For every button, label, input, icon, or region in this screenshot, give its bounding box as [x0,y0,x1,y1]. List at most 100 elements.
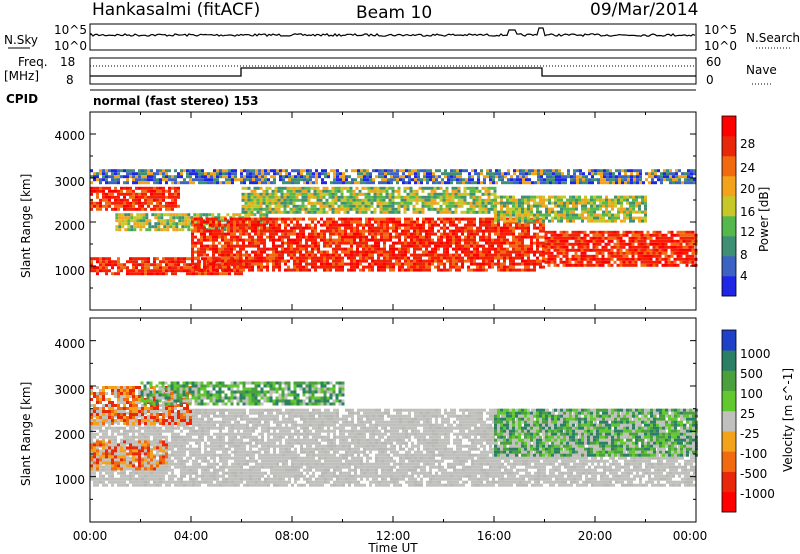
heatmap-cell [639,172,642,176]
heatmap-cell [530,250,533,254]
heatmap-cell [320,238,323,242]
heatmap-cell [501,181,504,185]
heatmap-cell [638,201,641,205]
heatmap-cell [616,263,620,267]
heatmap-cell [685,254,689,258]
heatmap-cell [138,204,141,208]
heatmap-cell [419,226,422,230]
heatmap-cell [260,238,263,242]
heatmap-cell [548,210,551,214]
heatmap-cell [239,217,242,221]
heatmap-cell [612,181,615,185]
heatmap-cell [247,192,251,196]
heatmap-cell [583,233,587,237]
heatmap-cell [145,213,149,217]
heatmap-cell [472,204,476,208]
heatmap-cell [422,241,425,245]
heatmap-cell [206,253,209,257]
heatmap-cell [376,186,380,190]
heatmap-cell [602,198,605,202]
heatmap-cell [589,236,593,240]
heatmap-cell [260,226,263,230]
heatmap-cell [99,169,102,173]
heatmap-cell [150,263,153,267]
heatmap-cell [497,201,500,205]
heatmap-cell [300,172,303,176]
heatmap-cell [455,241,458,245]
heatmap-cell [169,222,173,226]
heatmap-cell [378,172,381,176]
heatmap-cell [359,238,362,242]
heatmap-cell [245,265,248,269]
heatmap-cell [127,213,131,217]
heatmap-cell [476,247,479,251]
heatmap-cell [296,223,299,227]
heatmap-cell [395,232,398,236]
heatmap-cell [631,251,635,255]
heatmap-cell [298,186,302,190]
heatmap-cell [377,256,380,260]
heatmap-cell [386,223,389,227]
heatmap-cell [628,263,632,267]
heatmap-cell [263,223,266,227]
heatmap-cell [590,213,593,217]
heatmap-cell [398,247,401,251]
heatmap-cell [463,198,467,202]
heatmap-cell [371,256,374,260]
heatmap-cell [269,232,272,236]
heatmap-cell [216,181,219,185]
power-panel: 4000 3000 2000 1000 Slant Range [km] [19,111,698,311]
heatmap-cell [371,250,374,254]
heatmap-cell [477,178,480,182]
heatmap-cell [368,268,371,272]
heatmap-cell [233,268,236,272]
heatmap-cell [509,232,512,236]
heatmap-cell [273,175,276,179]
heatmap-cell [111,266,114,270]
heatmap-cell [294,169,297,173]
heatmap-cell [533,253,536,257]
heatmap-cell [284,259,287,263]
heatmap-cell [377,226,380,230]
heatmap-cell [455,226,458,230]
heatmap-cell [299,262,302,266]
heatmap-cell [476,256,479,260]
heatmap-cell [233,259,236,263]
heatmap-cell [457,201,461,205]
heatmap-cell [486,172,489,176]
heatmap-cell [259,204,263,208]
heatmap-cell [416,229,419,233]
heatmap-cell [126,198,129,202]
heatmap-cell [123,186,126,190]
heatmap-cell [186,272,189,276]
heatmap-cell [601,233,605,237]
heatmap-cell [198,178,201,182]
heatmap-cell [96,438,99,442]
heatmap-cell [454,201,458,205]
heatmap-cell [512,217,515,221]
heatmap-cell [341,223,344,227]
heatmap-cell [350,253,353,257]
heatmap-cell [461,238,464,242]
heatmap-cell [623,207,626,211]
heatmap-cell [258,169,261,173]
heatmap-cell [487,195,491,199]
heatmap-cell [242,265,245,269]
heatmap-cell [343,198,347,202]
heatmap-cell [144,181,147,185]
heatmap-cell [345,178,348,182]
heatmap-cell [314,235,317,239]
heatmap-cell [452,235,455,239]
heatmap-cell [455,259,458,263]
heatmap-cell [413,220,416,224]
heatmap-cell [691,257,695,261]
heatmap-cell [527,223,530,227]
heatmap-cell [270,181,273,185]
heatmap-cell [314,229,317,233]
heatmap-cell [411,172,414,176]
heatmap-cell [389,250,392,254]
heatmap-cell [524,247,527,251]
nave-tick-top: 60 [706,55,721,69]
heatmap-cell [99,189,102,193]
heatmap-cell [195,272,198,276]
